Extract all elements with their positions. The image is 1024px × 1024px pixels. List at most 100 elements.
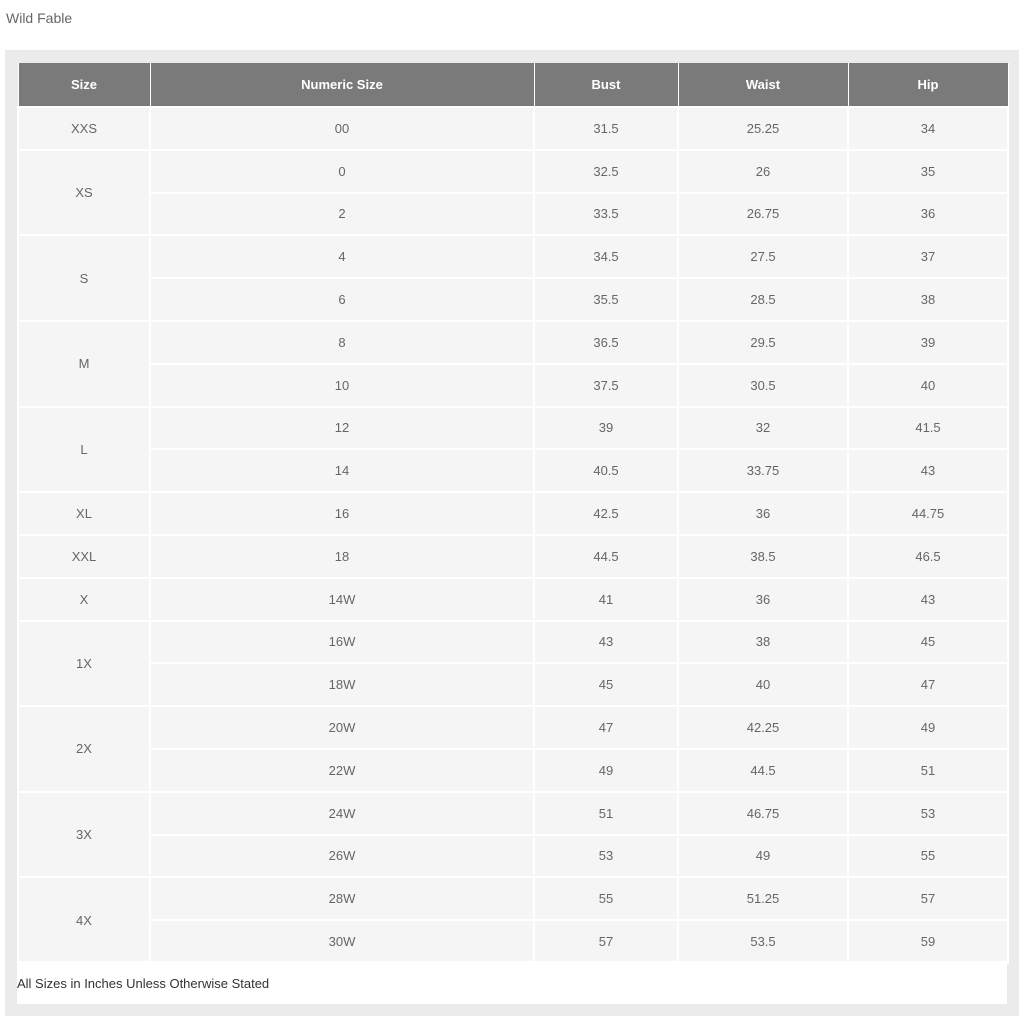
cell-size: S: [17, 234, 151, 322]
cell-hip: 59: [847, 919, 1009, 964]
cell-numeric-size: 8: [149, 319, 535, 365]
cell-numeric-size: 6: [149, 277, 535, 322]
cell-hip: 43: [847, 576, 1009, 622]
cell-waist: 38: [677, 619, 849, 665]
cell-numeric-size: 18W: [149, 662, 535, 708]
cell-hip: 46.5: [847, 533, 1009, 579]
cell-numeric-size: 20W: [149, 705, 535, 750]
table-row: 30W 57 53.5 59: [18, 919, 1009, 964]
cell-hip: 34: [847, 106, 1009, 151]
footnote: All Sizes in Inches Unless Otherwise Sta…: [17, 976, 270, 991]
cell-bust: 57: [533, 919, 679, 964]
cell-waist: 38.5: [677, 533, 849, 579]
cell-bust: 43: [533, 619, 679, 665]
cell-bust: 36.5: [533, 319, 679, 365]
cell-waist: 36: [677, 491, 849, 536]
cell-waist: 28.5: [677, 277, 849, 322]
table-row: 26W 53 49 55: [18, 833, 1009, 879]
table-row: 3X 24W 51 46.75 53: [17, 790, 1009, 879]
cell-hip: 36: [847, 191, 1009, 237]
cell-numeric-size: 28W: [149, 876, 535, 922]
cell-waist: 26: [677, 148, 849, 194]
table-row: 18W 45 40 47: [18, 662, 1009, 708]
cell-numeric-size: 16: [149, 491, 535, 536]
cell-numeric-size: 14W: [149, 576, 535, 622]
cell-hip: 41.5: [847, 405, 1009, 451]
cell-numeric-size: 26W: [149, 833, 535, 879]
cell-waist: 25.25: [677, 106, 849, 151]
cell-waist: 29.5: [677, 319, 849, 365]
cell-numeric-size: 18: [149, 533, 535, 579]
header-hip: Hip: [847, 63, 1009, 108]
cell-size: XXS: [17, 106, 151, 151]
cell-bust: 45: [533, 662, 679, 708]
cell-bust: 39: [533, 405, 679, 451]
cell-size: L: [17, 405, 151, 494]
table-row: 14 40.5 33.75 43: [18, 448, 1009, 494]
cell-hip: 47: [847, 662, 1009, 708]
cell-size: XS: [17, 148, 151, 237]
table-row: L 12 39 32 41.5: [17, 405, 1009, 494]
cell-hip: 44.75: [847, 491, 1009, 536]
cell-waist: 30.5: [677, 362, 849, 408]
cell-numeric-size: 14: [149, 448, 535, 494]
cell-bust: 35.5: [533, 277, 679, 322]
size-chart-table: Size Numeric Size Bust Waist Hip XXS 00 31…: [17, 63, 1009, 964]
cell-waist: 44.5: [677, 747, 849, 793]
cell-bust: 32.5: [533, 148, 679, 194]
cell-numeric-size: 30W: [149, 919, 535, 964]
cell-numeric-size: 16W: [149, 619, 535, 665]
table-row: XXL 18 44.5 38.5 46.5: [17, 533, 1009, 579]
cell-waist: 40: [677, 662, 849, 708]
table-row: 4X 28W 55 51.25 57: [17, 876, 1009, 964]
table-row: 22W 49 44.5 51: [18, 747, 1009, 793]
cell-waist: 49: [677, 833, 849, 879]
cell-bust: 44.5: [533, 533, 679, 579]
cell-bust: 51: [533, 790, 679, 836]
cell-waist: 26.75: [677, 191, 849, 237]
table-row: XS 0 32.5 26 35: [17, 148, 1009, 237]
table-row: X 14W 41 36 43: [17, 576, 1009, 622]
cell-numeric-size: 0: [149, 148, 535, 194]
cell-bust: 34.5: [533, 234, 679, 280]
table-row: 1X 16W 43 38 45: [17, 619, 1009, 708]
table-row: XL 16 42.5 36 44.75: [17, 491, 1009, 536]
header-bust: Bust: [533, 63, 679, 108]
size-chart-container: Size Numeric Size Bust Waist Hip XXS 00 31…: [5, 50, 1019, 1016]
cell-hip: 39: [847, 319, 1009, 365]
cell-numeric-size: 12: [149, 405, 535, 451]
cell-size: 1X: [17, 619, 151, 708]
cell-waist: 36: [677, 576, 849, 622]
cell-numeric-size: 22W: [149, 747, 535, 793]
header-row: Size Numeric Size Bust Waist Hip: [17, 63, 1009, 108]
cell-waist: 46.75: [677, 790, 849, 836]
cell-waist: 33.75: [677, 448, 849, 494]
cell-size: 4X: [17, 876, 151, 964]
cell-size: XL: [17, 491, 151, 536]
cell-bust: 37.5: [533, 362, 679, 408]
cell-hip: 49: [847, 705, 1009, 750]
cell-size: XXL: [17, 533, 151, 579]
table-row: 2 33.5 26.75 36: [18, 191, 1009, 237]
cell-hip: 55: [847, 833, 1009, 879]
cell-bust: 47: [533, 705, 679, 750]
cell-bust: 40.5: [533, 448, 679, 494]
table-row: M 8 36.5 29.5 39: [17, 319, 1009, 408]
header-numeric-size: Numeric Size: [149, 63, 535, 108]
cell-numeric-size: 00: [149, 106, 535, 151]
cell-waist: 42.25: [677, 705, 849, 750]
cell-hip: 37: [847, 234, 1009, 280]
table-row: S 4 34.5 27.5 37: [17, 234, 1009, 322]
header-size: Size: [17, 63, 151, 108]
cell-hip: 57: [847, 876, 1009, 922]
cell-numeric-size: 24W: [149, 790, 535, 836]
brand-title: Wild Fable: [6, 10, 73, 26]
cell-hip: 43: [847, 448, 1009, 494]
cell-hip: 53: [847, 790, 1009, 836]
table-row: 6 35.5 28.5 38: [18, 277, 1009, 322]
cell-hip: 40: [847, 362, 1009, 408]
cell-waist: 53.5: [677, 919, 849, 964]
cell-bust: 33.5: [533, 191, 679, 237]
footnote-area: All Sizes in Inches Unless Otherwise Sta…: [17, 961, 1007, 1004]
cell-hip: 45: [847, 619, 1009, 665]
